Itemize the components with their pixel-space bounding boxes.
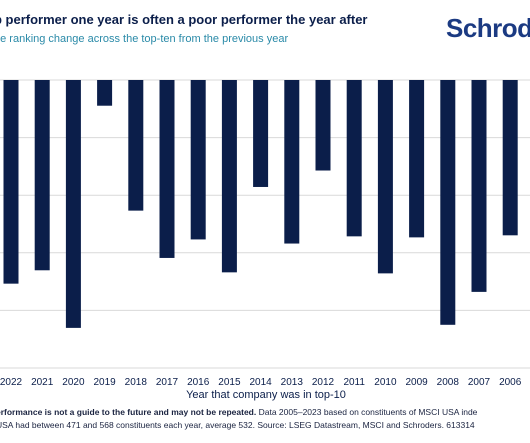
bar-2009 <box>409 80 425 238</box>
x-tick-label: 2010 <box>374 377 397 388</box>
x-tick-label: 2011 <box>343 377 365 388</box>
bar-2020 <box>65 80 81 328</box>
x-tick-label: 2007 <box>468 377 491 388</box>
footnote-line-1: erformance is not a guide to the future … <box>0 406 477 419</box>
x-tick-label: 2020 <box>62 377 85 388</box>
bar-chart: 2022 2021 2020 2019 2018 2017 2016 2015 2014 2013… <box>0 79 530 401</box>
x-tick-label: 2006 <box>499 377 522 388</box>
x-tick-label: 2008 <box>437 377 460 388</box>
bar-2021 <box>34 80 50 271</box>
chart-title: p performer one year is often a poor per… <box>0 12 368 27</box>
bar-2015 <box>221 80 237 273</box>
bar-2008 <box>440 80 456 325</box>
bar-2019 <box>97 80 113 106</box>
bar-2018 <box>128 80 144 211</box>
bar-2016 <box>190 80 206 240</box>
chart-subtitle: ge ranking change across the top-ten fro… <box>0 33 289 45</box>
bar-2011 <box>346 80 362 237</box>
x-axis-label: Year that company was in top-10 <box>186 389 346 401</box>
footnote-line-2: USA had between 471 and 568 constituents… <box>0 420 475 430</box>
x-tick-label: 2013 <box>281 377 304 388</box>
footnote: erformance is not a guide to the future … <box>0 406 477 432</box>
x-tick-label: 2012 <box>312 377 335 388</box>
x-tick-label: 2019 <box>93 377 116 388</box>
footnote-data-note: Data 2005–2023 based on constituents of … <box>256 407 478 417</box>
bar-2013 <box>284 80 300 244</box>
x-tick-label: 2016 <box>187 377 210 388</box>
bar-2010 <box>377 80 393 274</box>
x-tick-labels: 2022 2021 2020 2019 2018 2017 2016 2015 2014 2013… <box>0 377 522 388</box>
x-tick-label: 2018 <box>125 377 148 388</box>
bar-2007 <box>471 80 487 292</box>
footnote-disclaimer: erformance is not a guide to the future … <box>0 407 257 417</box>
bar-2006 <box>502 80 518 236</box>
x-tick-label: 2014 <box>249 377 272 388</box>
x-tick-label: 2009 <box>405 377 428 388</box>
bar-2012 <box>315 80 331 171</box>
bar-2014 <box>253 80 269 187</box>
x-tick-label: 2021 <box>31 377 54 388</box>
brand-logo: Schrode <box>446 13 530 43</box>
bar-2017 <box>159 80 175 258</box>
bar-2022 <box>3 80 19 284</box>
x-tick-label: 2017 <box>156 377 179 388</box>
bars <box>3 80 518 328</box>
x-tick-label: 2022 <box>0 377 23 388</box>
x-tick-label: 2015 <box>218 377 241 388</box>
